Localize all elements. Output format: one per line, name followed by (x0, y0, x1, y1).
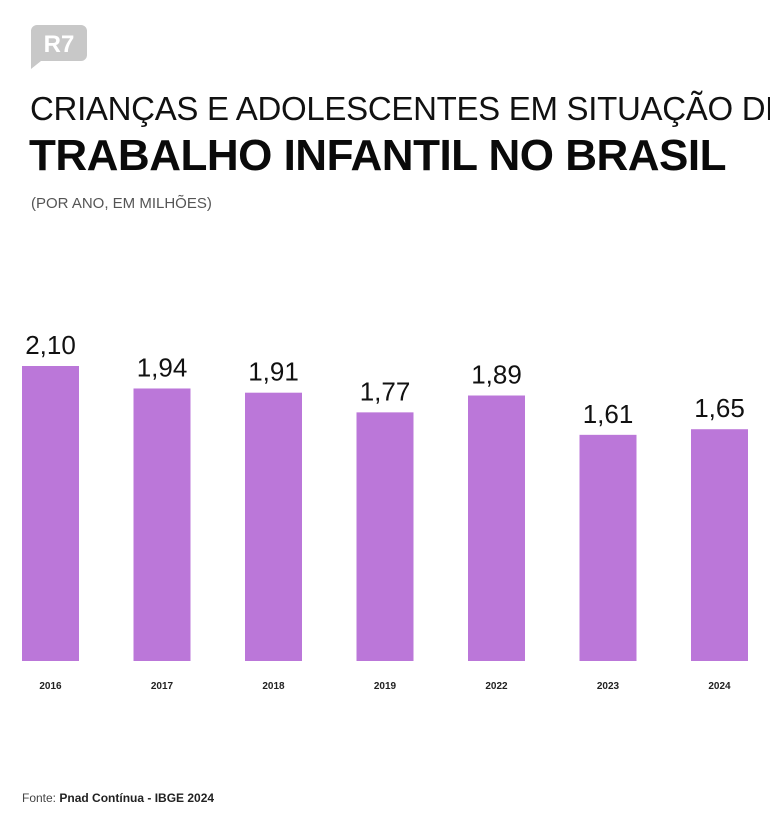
chart-title-line2: TRABALHO INFANTIL NO BRASIL (29, 131, 727, 180)
bar-2016 (22, 366, 79, 661)
logo-text: R7 (44, 31, 75, 58)
source-label: Fonte: (22, 791, 57, 805)
value-label-2024: 1,65 (694, 393, 745, 423)
value-label-2023: 1,61 (583, 399, 634, 429)
x-tick-label-2016: 2016 (39, 681, 62, 692)
value-label-2017: 1,94 (137, 352, 188, 382)
x-tick-label-2022: 2022 (485, 681, 508, 692)
x-tick-label-2023: 2023 (597, 681, 620, 692)
bar-2017 (133, 388, 191, 661)
x-tick-label-2024: 2024 (708, 681, 731, 692)
value-label-2019: 1,77 (360, 376, 411, 406)
value-label-2022: 1,89 (471, 360, 522, 390)
value-label-2016: 2,10 (25, 330, 76, 360)
source-text: Pnad Contínua - IBGE 2024 (59, 791, 215, 805)
bar-2019 (356, 412, 414, 661)
chart-subtitle: (POR ANO, EM MILHÕES) (31, 195, 212, 212)
source-note: Fonte: Pnad Contínua - IBGE 2024 (22, 791, 214, 805)
brand-logo: R7 (31, 25, 87, 69)
x-tick-label-2018: 2018 (262, 681, 285, 692)
chart-title-line1: CRIANÇAS E ADOLESCENTES EM SITUAÇÃO DE (30, 90, 770, 127)
bar-2024 (691, 429, 748, 661)
value-label-2018: 1,91 (248, 357, 299, 387)
bar-2022 (468, 395, 525, 661)
x-tick-label-2017: 2017 (151, 681, 174, 692)
x-tick-label-2019: 2019 (374, 681, 397, 692)
bar-2023 (579, 434, 637, 661)
bar-2018 (245, 392, 302, 661)
logo-badge-icon (31, 25, 87, 69)
